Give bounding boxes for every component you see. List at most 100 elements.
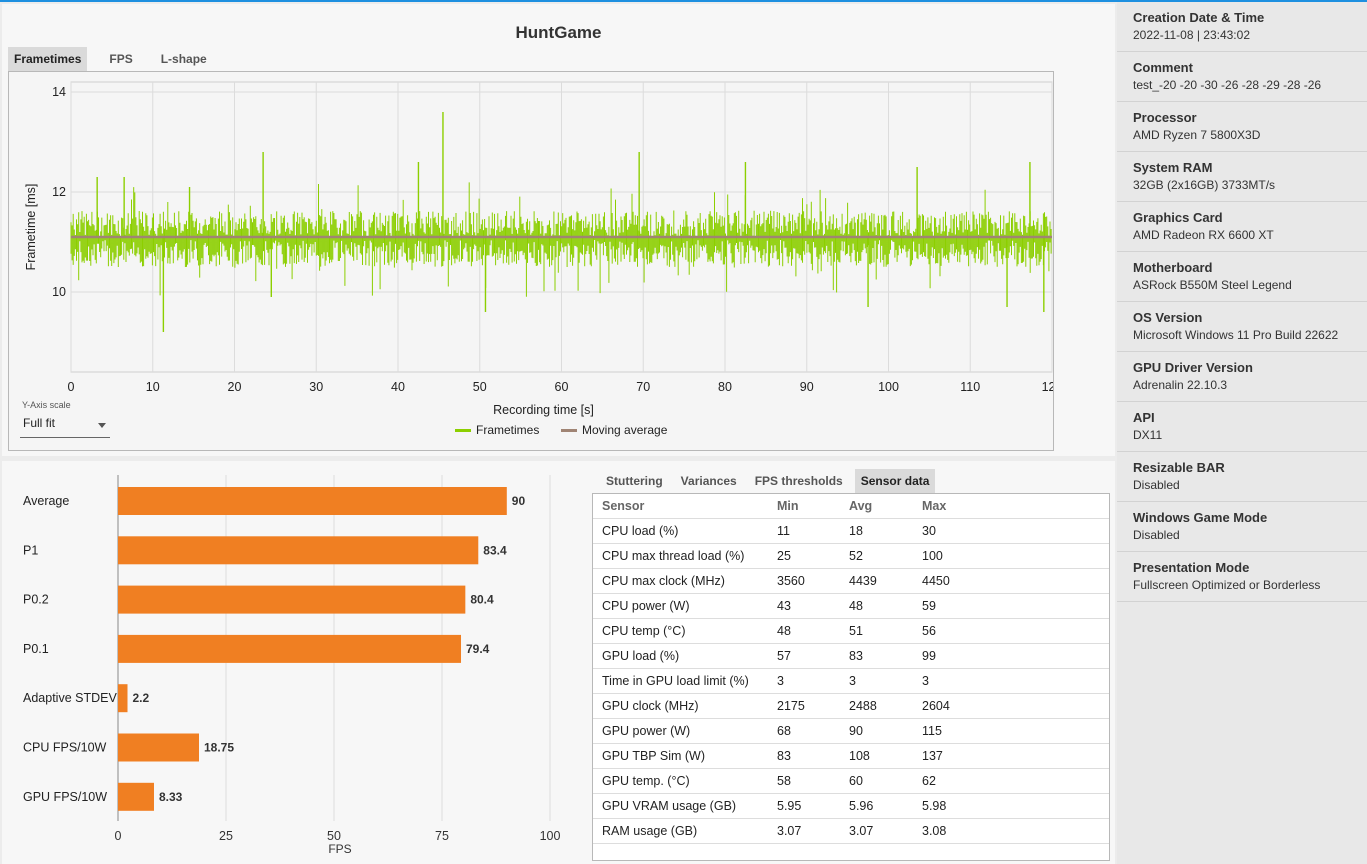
- info-label: Resizable BAR: [1133, 460, 1225, 475]
- table-row[interactable]: GPU clock (MHz) 2175 2488 2604: [593, 693, 1109, 719]
- max-cell: 115: [913, 718, 1109, 744]
- y-axis-label: Frametime [ms]: [24, 184, 38, 271]
- bar-value-label: 2.2: [133, 691, 150, 705]
- x-tick-label: 110: [960, 380, 980, 394]
- max-cell: 137: [913, 743, 1109, 769]
- table-row[interactable]: GPU power (W) 68 90 115: [593, 718, 1109, 744]
- table-row[interactable]: GPU TBP Sim (W) 83 108 137: [593, 743, 1109, 769]
- y-axis-scale-label: Y-Axis scale: [22, 400, 71, 410]
- table-row[interactable]: CPU temp (°C) 48 51 56: [593, 618, 1109, 644]
- tab-sensor-data[interactable]: Sensor data: [854, 469, 936, 493]
- info-entry: Motherboard ASRock B550M Steel Legend: [1117, 252, 1367, 302]
- table-row[interactable]: CPU power (W) 43 48 59: [593, 593, 1109, 619]
- bar-category-label: GPU FPS/10W: [23, 790, 107, 804]
- min-cell: 3560: [768, 568, 840, 594]
- legend-label-frametimes: Frametimes: [476, 423, 540, 437]
- info-value: 2022-11-08 | 23:43:02: [1133, 28, 1250, 42]
- fps-bar-chart: 0 25 50 75 100 FPS Average 90 P1 83.4 P0.2 80.4 P0.1…: [23, 475, 561, 856]
- info-label: Windows Game Mode: [1133, 510, 1268, 525]
- analysis-tabs: Stuttering Variances FPS thresholds Sens…: [600, 469, 951, 493]
- sensor-name-cell: RAM usage (GB): [593, 818, 768, 844]
- min-cell: 43: [768, 593, 840, 619]
- avg-cell: 48: [840, 593, 913, 619]
- tab-variances[interactable]: Variances: [680, 474, 737, 488]
- table-row[interactable]: GPU temp. (°C) 58 60 62: [593, 768, 1109, 794]
- sensor-name-cell: GPU power (W): [593, 718, 768, 744]
- min-cell: 68: [768, 718, 840, 744]
- frametime-chart-svg: 0 10 20 30 40 50 60 70 80 90 100 110 120 14 12 10 Framet…: [24, 81, 1062, 417]
- min-cell: 25: [768, 543, 840, 569]
- min-cell: 58: [768, 768, 840, 794]
- column-header-sensor: Sensor: [593, 494, 768, 519]
- bar-value-label: 79.4: [466, 642, 490, 656]
- info-label: Motherboard: [1133, 260, 1213, 275]
- tab-frametimes[interactable]: Frametimes: [8, 47, 88, 71]
- bar-value-label: 18.75: [204, 741, 234, 755]
- y-tick-label: 10: [52, 285, 66, 299]
- bar-category-label: Adaptive STDEV: [23, 691, 117, 705]
- x-tick-label: 70: [636, 380, 650, 394]
- info-entry: System RAM 32GB (2x16GB) 3733MT/s: [1117, 152, 1367, 202]
- page-title: HuntGame: [515, 23, 602, 42]
- frametime-chart: 0 10 20 30 40 50 60 70 80 90 100 110 120 14 12 10 Framet…: [8, 71, 1062, 451]
- info-label: GPU Driver Version: [1133, 360, 1253, 375]
- table-row[interactable]: CPU max thread load (%) 25 52 100: [593, 543, 1109, 569]
- legend-moving-average: Moving average: [561, 423, 667, 437]
- avg-cell: 5.96: [840, 793, 913, 819]
- x-axis-label: Recording time [s]: [493, 403, 594, 417]
- chevron-down-icon: [98, 423, 106, 428]
- x-tick-label: 10: [146, 380, 160, 394]
- tab-fps-thresholds[interactable]: FPS thresholds: [754, 474, 843, 488]
- table-row[interactable]: Time in GPU load limit (%) 3 3 3: [593, 668, 1109, 694]
- y-axis-scale-dropdown[interactable]: Full fit: [20, 414, 110, 438]
- table-row[interactable]: RAM usage (GB) 3.07 3.07 3.08: [593, 818, 1109, 844]
- info-label: Processor: [1133, 110, 1197, 125]
- info-value: Fullscreen Optimized or Borderless: [1133, 578, 1321, 592]
- table-row[interactable]: GPU load (%) 57 83 99: [593, 643, 1109, 669]
- info-value: test_-20 -20 -30 -26 -28 -29 -28 -26: [1133, 78, 1322, 92]
- avg-cell: 3.07: [840, 818, 913, 844]
- sensor-name-cell: GPU temp. (°C): [593, 768, 768, 794]
- chart-tabs: Frametimes FPS L-shape: [8, 47, 229, 71]
- max-cell: 59: [913, 593, 1109, 619]
- info-entry: Processor AMD Ryzen 7 5800X3D: [1117, 102, 1367, 152]
- info-entry: GPU Driver Version Adrenalin 22.10.3: [1117, 352, 1367, 402]
- bar: [118, 634, 462, 663]
- legend-swatch-frametimes: [455, 428, 471, 432]
- avg-cell: 90: [840, 718, 913, 744]
- x-tick-label: 100: [540, 829, 561, 843]
- min-cell: 11: [768, 518, 840, 544]
- max-cell: 99: [913, 643, 1109, 669]
- info-entry: Graphics Card AMD Radeon RX 6600 XT: [1117, 202, 1367, 252]
- table-row[interactable]: CPU load (%) 11 18 30: [593, 518, 1109, 544]
- table-row[interactable]: GPU VRAM usage (GB) 5.95 5.96 5.98: [593, 793, 1109, 819]
- x-tick-label: 120: [1042, 380, 1053, 394]
- info-entry: Windows Game Mode Disabled: [1117, 502, 1367, 552]
- bar: [118, 684, 128, 713]
- session-info-sidebar: Creation Date & Time 2022-11-08 | 23:43:0…: [1117, 2, 1367, 864]
- x-tick-label: 50: [327, 829, 341, 843]
- info-entry: Resizable BAR Disabled: [1117, 452, 1367, 502]
- sensor-name-cell: CPU max clock (MHz): [593, 568, 768, 594]
- tab-l-shape[interactable]: L-shape: [160, 52, 207, 66]
- column-header-avg: Avg: [840, 494, 913, 519]
- sensor-name-cell: GPU VRAM usage (GB): [593, 793, 768, 819]
- bar: [118, 782, 154, 811]
- avg-cell: 51: [840, 618, 913, 644]
- info-entry: Comment test_-20 -20 -30 -26 -28 -29 -28 …: [1117, 52, 1367, 102]
- tab-stuttering[interactable]: Stuttering: [606, 474, 663, 488]
- max-cell: 4450: [913, 568, 1109, 594]
- window-top-accent: [0, 0, 1367, 2]
- bar-category-label: P1: [23, 543, 38, 557]
- sensor-name-cell: CPU max thread load (%): [593, 543, 768, 569]
- info-value: Microsoft Windows 11 Pro Build 22622: [1133, 328, 1339, 342]
- tab-fps[interactable]: FPS: [109, 52, 133, 66]
- bar-value-label: 83.4: [483, 543, 507, 557]
- x-tick-label: 80: [718, 380, 732, 394]
- bar-category-label: Average: [23, 494, 69, 508]
- frametimes-panel: HuntGame Frametimes FPS L-shape 0 10 20 30 4…: [2, 4, 1115, 456]
- x-tick-label: 75: [435, 829, 449, 843]
- column-header-min: Min: [768, 494, 840, 519]
- table-row[interactable]: CPU max clock (MHz) 3560 4439 4450: [593, 568, 1109, 594]
- max-cell: 5.98: [913, 793, 1109, 819]
